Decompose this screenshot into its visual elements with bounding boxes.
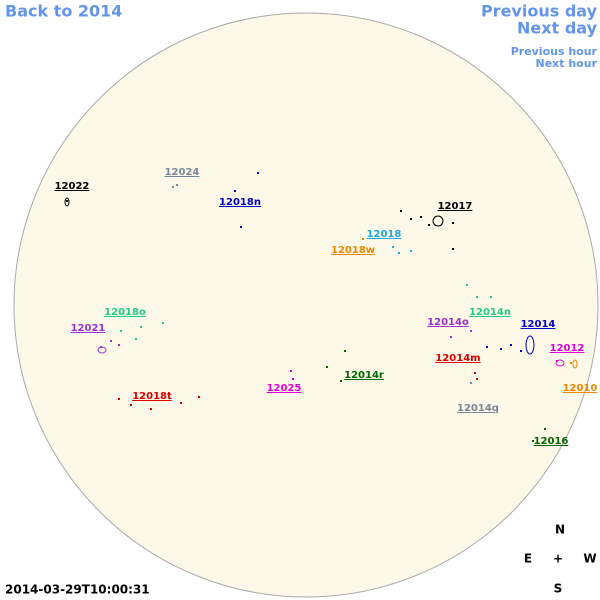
sunspot-dot	[398, 252, 400, 254]
sunspot-dot	[118, 344, 120, 346]
sunspot-dot	[420, 216, 422, 218]
sunspot-dot	[470, 382, 472, 384]
previous-day-link[interactable]: Previous day	[481, 2, 598, 21]
region-label[interactable]: 12018	[367, 229, 402, 240]
sunspot-dot	[234, 190, 236, 192]
sunspot-dot	[410, 218, 412, 220]
sunspot-dot	[532, 440, 534, 442]
region-label[interactable]: 12017	[438, 201, 473, 212]
compass-west: W	[583, 552, 596, 566]
region-label[interactable]: 12014	[521, 319, 556, 330]
region-label[interactable]: 12016	[534, 436, 569, 447]
sunspot-dot	[172, 186, 174, 188]
sunspot-dot	[290, 370, 292, 372]
sunspot	[432, 215, 444, 227]
sunspot-dot	[452, 248, 454, 250]
sunspot-dot	[292, 378, 294, 380]
sunspot-dot	[490, 296, 492, 298]
region-label[interactable]: 12022	[55, 181, 90, 192]
sunspot-dot	[470, 330, 472, 332]
sunspot-dot	[130, 404, 132, 406]
region-label[interactable]: 12018w	[331, 245, 375, 256]
sunspot-dot	[140, 326, 142, 328]
compass-east: E	[524, 552, 532, 566]
sunspot-dot	[198, 396, 200, 398]
sunspot-dot	[135, 338, 137, 340]
sunspot-dot	[257, 172, 259, 174]
sunspot-dot	[450, 336, 452, 338]
previous-hour-link[interactable]: Previous hour	[511, 45, 598, 58]
solar-disk	[13, 12, 599, 598]
sunspot-dot	[362, 238, 364, 240]
region-label[interactable]: 12021	[71, 323, 106, 334]
sunspot-dot	[340, 380, 342, 382]
back-link[interactable]: Back to 2014	[5, 2, 122, 21]
sunspot-dot	[180, 402, 182, 404]
timestamp: 2014-03-29T10:00:31	[5, 583, 150, 597]
sunspot	[555, 359, 565, 367]
sunspot-dot	[176, 184, 178, 186]
next-day-link[interactable]: Next day	[517, 19, 598, 38]
region-label[interactable]: 12010	[563, 383, 598, 394]
sunspot-dot	[118, 398, 120, 400]
compass-south: S	[554, 582, 563, 596]
compass-center: +	[553, 552, 563, 566]
region-label[interactable]: 12014n	[469, 307, 511, 318]
region-label[interactable]: 12025	[267, 383, 302, 394]
sunspot-dot	[344, 350, 346, 352]
sunspot-dot	[570, 362, 572, 364]
sunspot-dot	[66, 200, 68, 202]
sunspot-dot	[162, 322, 164, 324]
sunspot-dot	[476, 378, 478, 380]
sunspot-dot	[120, 330, 122, 332]
next-hour-link[interactable]: Next hour	[536, 57, 598, 70]
sunspot-dot	[486, 346, 488, 348]
sunspot-dot	[100, 346, 102, 348]
sunspot	[572, 359, 578, 369]
sunspot-dot	[240, 226, 242, 228]
region-label[interactable]: 12018t	[132, 391, 172, 402]
region-label[interactable]: 12012	[550, 343, 585, 354]
sunspot-dot	[520, 350, 522, 352]
region-label[interactable]: 12018n	[219, 197, 261, 208]
sunspot-dot	[544, 428, 546, 430]
sunspot-dot	[410, 250, 412, 252]
region-label[interactable]: 12014o	[427, 317, 469, 328]
sunspot-dot	[452, 222, 454, 224]
sunspot-dot	[474, 372, 476, 374]
sunspot-dot	[392, 246, 394, 248]
sunspot-dot	[150, 408, 152, 410]
sunspots	[64, 197, 578, 369]
region-label[interactable]: 12014m	[435, 353, 480, 364]
compass-north: N	[555, 523, 565, 537]
region-label[interactable]: 12014q	[457, 403, 499, 414]
sunspot-dot	[326, 366, 328, 368]
sunspot-dot	[510, 344, 512, 346]
region-label[interactable]: 12018o	[104, 307, 146, 318]
sunspot	[64, 197, 70, 207]
sunspot-dot	[556, 360, 558, 362]
sunspot	[525, 335, 535, 355]
region-label[interactable]: 12024	[165, 167, 200, 178]
sunspot-dot	[110, 340, 112, 342]
sunspot-dot	[466, 284, 468, 286]
sunspot-dot	[400, 210, 402, 212]
region-label[interactable]: 12014r	[344, 370, 384, 381]
sunspot-dot	[428, 224, 430, 226]
sunspot-dot	[476, 296, 478, 298]
sunspot-dot	[500, 348, 502, 350]
